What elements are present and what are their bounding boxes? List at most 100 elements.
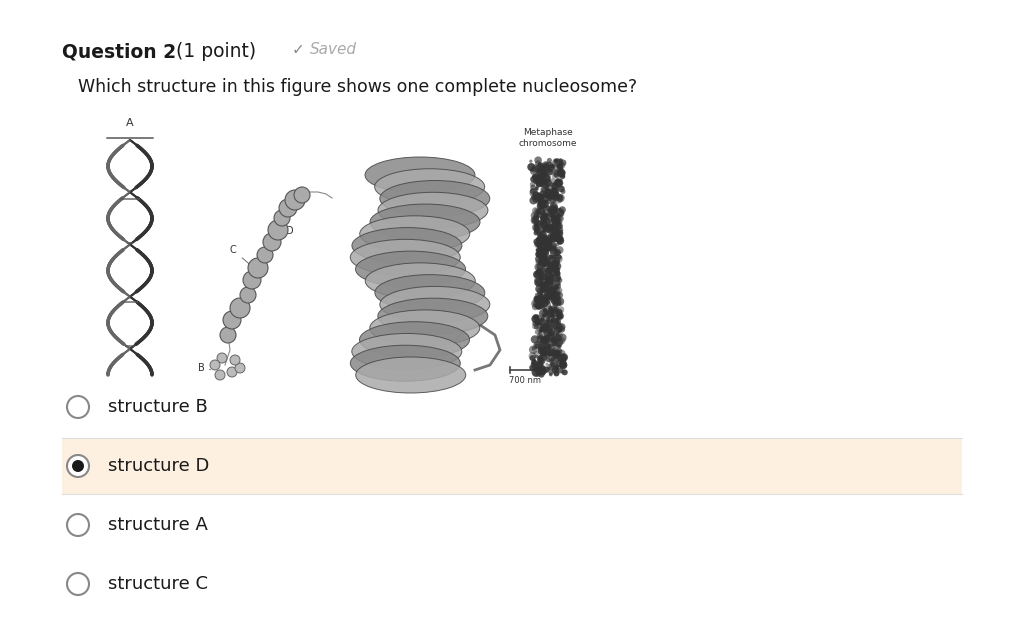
Circle shape (553, 365, 559, 370)
Circle shape (529, 181, 536, 187)
Circle shape (551, 215, 559, 224)
Circle shape (540, 178, 547, 185)
Circle shape (537, 202, 544, 210)
Circle shape (545, 276, 549, 280)
Circle shape (550, 222, 557, 229)
Circle shape (555, 360, 559, 363)
Circle shape (550, 202, 558, 210)
Circle shape (536, 258, 543, 266)
Circle shape (556, 194, 563, 202)
Circle shape (561, 369, 567, 375)
Circle shape (544, 243, 548, 247)
Circle shape (559, 360, 567, 368)
Circle shape (542, 328, 547, 333)
Circle shape (532, 192, 541, 201)
Circle shape (539, 318, 546, 326)
Circle shape (537, 339, 544, 345)
Circle shape (543, 215, 547, 219)
Circle shape (544, 297, 548, 301)
Circle shape (544, 323, 552, 332)
Circle shape (559, 325, 563, 329)
Circle shape (535, 175, 544, 184)
Circle shape (556, 312, 564, 320)
Circle shape (220, 327, 236, 343)
Circle shape (538, 232, 543, 237)
Circle shape (539, 191, 546, 198)
Circle shape (556, 223, 559, 226)
Circle shape (541, 237, 546, 242)
Circle shape (539, 167, 545, 173)
Circle shape (548, 276, 552, 279)
Circle shape (542, 194, 546, 198)
Circle shape (547, 269, 550, 272)
Circle shape (553, 195, 559, 201)
Circle shape (537, 263, 545, 271)
Circle shape (552, 218, 557, 222)
Circle shape (546, 275, 549, 278)
Circle shape (529, 188, 536, 194)
Circle shape (552, 296, 557, 301)
Circle shape (542, 192, 548, 197)
Circle shape (542, 336, 550, 345)
Circle shape (550, 273, 553, 276)
Circle shape (541, 285, 544, 288)
Circle shape (541, 180, 549, 188)
Circle shape (548, 287, 552, 291)
Circle shape (539, 356, 546, 364)
Text: structure D: structure D (108, 457, 209, 475)
Circle shape (532, 191, 540, 198)
Circle shape (554, 169, 560, 176)
Circle shape (534, 365, 539, 369)
Circle shape (536, 194, 543, 201)
Circle shape (560, 174, 565, 179)
Circle shape (560, 365, 563, 369)
Circle shape (561, 354, 564, 357)
Circle shape (546, 345, 550, 350)
Circle shape (539, 330, 542, 333)
Circle shape (556, 214, 559, 217)
Circle shape (540, 238, 543, 240)
Circle shape (550, 207, 558, 215)
Circle shape (535, 208, 539, 213)
Circle shape (557, 215, 564, 222)
Circle shape (536, 176, 543, 183)
Circle shape (550, 279, 553, 282)
Text: structure A: structure A (108, 516, 208, 534)
Circle shape (546, 215, 550, 219)
Circle shape (540, 250, 543, 253)
Circle shape (549, 213, 553, 217)
Circle shape (556, 312, 562, 318)
Circle shape (545, 277, 552, 284)
Circle shape (556, 295, 561, 300)
Circle shape (542, 179, 548, 184)
Circle shape (557, 169, 565, 177)
Circle shape (551, 344, 555, 347)
Circle shape (557, 163, 563, 171)
Circle shape (558, 210, 564, 217)
Circle shape (551, 353, 555, 356)
Circle shape (540, 231, 543, 235)
Circle shape (549, 208, 555, 214)
Circle shape (548, 307, 552, 311)
Circle shape (558, 349, 565, 357)
Circle shape (545, 221, 554, 229)
Circle shape (554, 251, 560, 256)
Circle shape (538, 302, 544, 308)
Circle shape (547, 335, 551, 340)
Circle shape (537, 291, 543, 297)
Circle shape (548, 308, 552, 312)
Circle shape (548, 169, 554, 175)
Circle shape (552, 333, 561, 342)
Circle shape (556, 348, 562, 354)
Circle shape (548, 263, 553, 269)
Circle shape (549, 206, 558, 215)
Circle shape (539, 244, 544, 249)
Circle shape (555, 267, 560, 272)
Circle shape (544, 330, 551, 337)
Circle shape (551, 224, 559, 232)
Circle shape (552, 345, 555, 349)
Circle shape (534, 226, 540, 232)
Circle shape (554, 191, 559, 196)
Circle shape (536, 248, 539, 251)
Circle shape (546, 189, 552, 196)
